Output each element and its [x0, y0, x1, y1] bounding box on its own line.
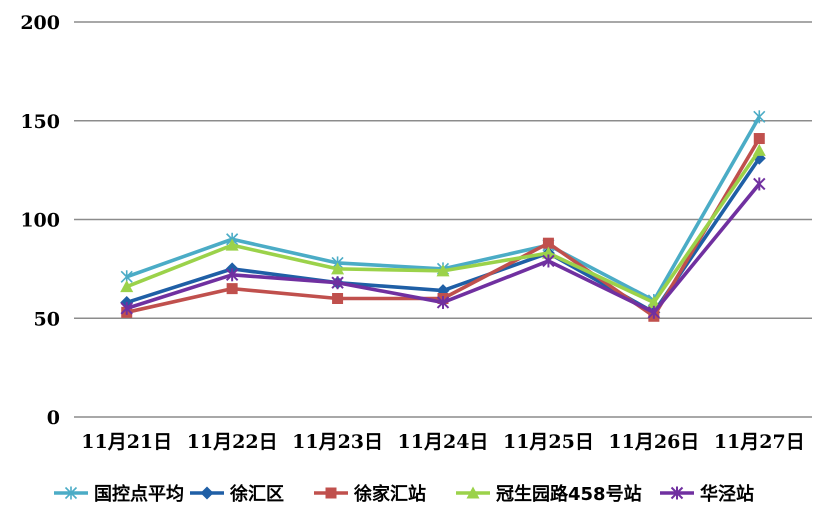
legend-marker — [200, 486, 214, 500]
data-point — [647, 305, 661, 319]
x-tick-label: 11月25日 — [503, 431, 594, 453]
series-4 — [120, 177, 766, 319]
series-lines — [120, 110, 766, 322]
series-3 — [120, 143, 766, 308]
legend-marker — [325, 487, 337, 499]
legend-label: 徐家汇站 — [353, 483, 426, 505]
data-point — [541, 246, 555, 259]
x-tick-label: 11月24日 — [398, 431, 489, 453]
data-point — [120, 280, 134, 293]
data-point — [542, 254, 555, 268]
legend-label: 冠生园路458号站 — [496, 483, 642, 505]
legend: 国控点平均 徐汇区 徐家汇站 冠生园路458号站 华泾站 — [54, 483, 754, 505]
y-tick-label: 0 — [47, 407, 60, 429]
data-point — [753, 110, 766, 124]
legend-marker — [466, 486, 480, 499]
x-axis-ticks: 11月21日 11月22日 11月23日 11月24日 11月25日 11月26日 11月2… — [81, 431, 804, 453]
x-tick-label: 11月26日 — [608, 431, 699, 453]
legend-item: 徐家汇站 — [314, 483, 426, 505]
legend-item: 国控点平均 — [54, 483, 184, 505]
gridlines — [74, 21, 812, 418]
data-point — [332, 293, 344, 304]
data-point — [753, 133, 765, 145]
data-point — [225, 238, 239, 251]
data-point — [331, 276, 344, 290]
y-tick-label: 100 — [20, 210, 60, 232]
data-point — [647, 295, 661, 308]
data-point — [226, 283, 238, 295]
data-point — [752, 143, 766, 156]
legend-label: 华泾站 — [700, 483, 754, 505]
legend-label: 徐汇区 — [229, 483, 284, 505]
data-point — [542, 237, 554, 249]
series-0 — [120, 110, 766, 307]
x-tick-label: 11月27日 — [714, 431, 805, 453]
data-point — [225, 268, 239, 282]
x-tick-label: 11月22日 — [187, 431, 278, 453]
legend-item: 徐汇区 — [190, 483, 284, 505]
legend-marker — [670, 486, 684, 500]
y-tick-label: 150 — [20, 111, 60, 133]
legend-item: 冠生园路458号站 — [456, 483, 642, 505]
data-point — [120, 301, 133, 315]
y-tick-label: 200 — [20, 12, 60, 34]
x-tick-label: 11月23日 — [292, 431, 383, 453]
legend-marker — [64, 486, 78, 500]
y-axis-ticks: 0 50 100 150 200 — [20, 12, 60, 429]
x-tick-label: 11月21日 — [81, 431, 172, 453]
data-point — [753, 177, 766, 191]
y-tick-label: 50 — [34, 308, 60, 330]
data-point — [331, 262, 345, 275]
data-point — [436, 295, 450, 309]
legend-label: 国控点平均 — [94, 483, 184, 505]
data-point — [436, 264, 450, 277]
legend-item: 华泾站 — [660, 483, 754, 505]
